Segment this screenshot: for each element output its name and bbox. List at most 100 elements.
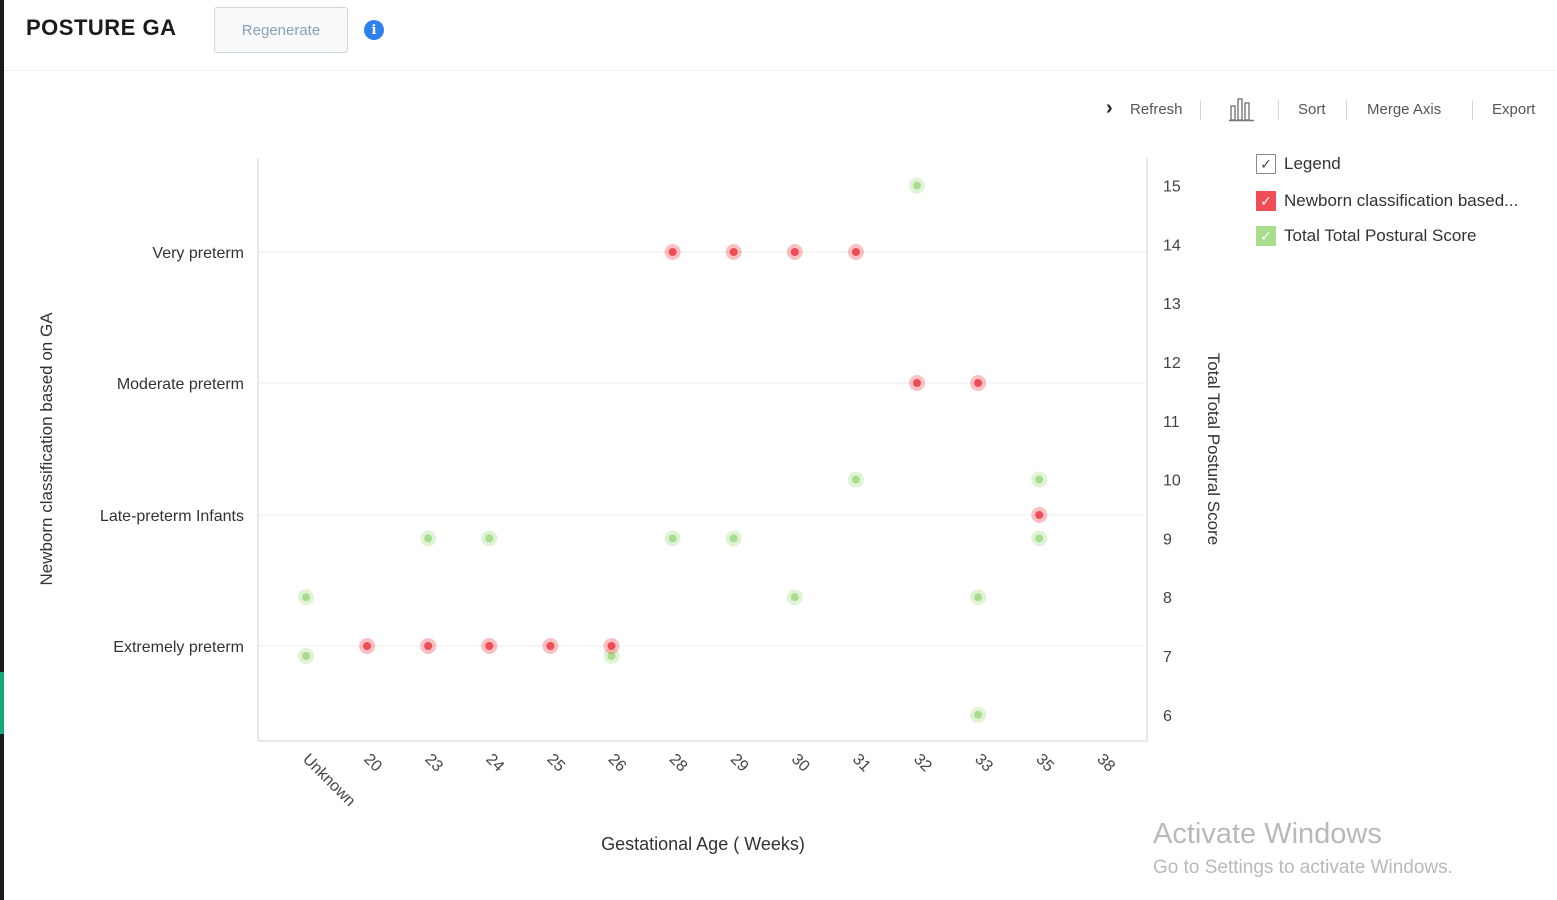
point-dot [546, 642, 555, 650]
x-tick-label: 30 [788, 751, 813, 776]
point-dot [1035, 511, 1044, 519]
postural-score-point [909, 177, 925, 194]
point-dot [974, 710, 983, 719]
refresh-button[interactable]: Refresh [1130, 101, 1183, 118]
point-dot [1035, 534, 1044, 543]
regenerate-button[interactable]: Regenerate [214, 7, 348, 53]
x-tick-label: 38 [1093, 751, 1118, 776]
x-tick-label: 31 [849, 751, 874, 776]
point-dot [607, 642, 616, 650]
toolbar-divider [1200, 100, 1201, 120]
x-tick-label: 35 [1032, 751, 1057, 776]
classification-point [1031, 507, 1048, 523]
bar-chart-icon [1229, 98, 1254, 122]
classification-point [481, 638, 498, 654]
point-dot [974, 379, 983, 387]
right-tick-label: 13 [1163, 296, 1181, 313]
x-tick-label: 20 [360, 751, 385, 776]
point-dot [851, 475, 860, 484]
x-tick-label: 24 [482, 751, 507, 776]
point-dot [729, 248, 738, 256]
right-tick-label: 10 [1163, 473, 1181, 490]
point-dot [607, 652, 616, 660]
postural-score-point [298, 589, 314, 606]
point-dot [851, 248, 860, 256]
left-tick-label: Moderate preterm [117, 376, 244, 393]
right-tick-label: 7 [1163, 649, 1172, 666]
checkbox-icon[interactable]: ✓ [1256, 191, 1276, 211]
legend-item-postural-score[interactable]: ✓ Total Total Postural Score [1256, 224, 1476, 248]
right-tick-label: 8 [1163, 590, 1172, 607]
right-axis-title: Total Total Postural Score [1204, 353, 1223, 545]
x-tick-label: 28 [666, 751, 691, 776]
windows-activation-watermark: Activate Windows Go to Settings to activ… [1153, 818, 1453, 879]
point-dot [424, 534, 433, 543]
watermark-subtitle: Go to Settings to activate Windows. [1153, 857, 1453, 878]
point-dot [424, 642, 433, 650]
point-dot [913, 379, 921, 387]
export-button[interactable]: Export [1492, 101, 1536, 118]
legend-item-label: Total Total Postural Score [1284, 226, 1477, 245]
classification-point [786, 244, 803, 260]
toolbar-divider [1346, 100, 1347, 120]
right-tick-label: 6 [1163, 708, 1172, 725]
classification-point [542, 638, 559, 654]
sort-button[interactable]: Sort [1298, 101, 1326, 118]
x-axis-title: Gestational Age ( Weeks) [601, 834, 805, 854]
classification-point [664, 244, 681, 260]
scatter-chart: Extremely preterm Late-preterm Infants Mod… [37, 158, 1223, 854]
x-tick-label: Unknown [299, 751, 358, 810]
right-tick-label: 14 [1163, 237, 1181, 254]
point-dot [1035, 475, 1044, 484]
checkbox-icon[interactable]: ✓ [1256, 226, 1276, 246]
postural-score-point [420, 530, 437, 547]
merge-axis-button[interactable]: Merge Axis [1367, 101, 1442, 118]
classification-point [603, 638, 620, 654]
classification-point [970, 375, 987, 391]
checkbox-icon[interactable]: ✓ [1256, 154, 1276, 174]
point-dot [363, 642, 372, 650]
point-dot [485, 642, 494, 650]
point-dot [790, 248, 799, 256]
left-tick-label: Very preterm [152, 245, 244, 262]
legend-toggle[interactable]: ✓ Legend [1256, 152, 1341, 176]
postural-score-point [970, 589, 987, 606]
right-tick-label: 11 [1163, 414, 1180, 431]
chart-type-button[interactable] [1228, 96, 1256, 130]
postural-score-point [1031, 471, 1048, 488]
left-tick-label: Extremely preterm [113, 639, 244, 656]
postural-score-point [786, 589, 803, 606]
report-header: POSTURE GA Regenerate i [4, 0, 1557, 71]
info-icon[interactable]: i [364, 20, 384, 40]
x-tick-label: 33 [971, 751, 996, 776]
watermark-title: Activate Windows [1153, 818, 1382, 850]
postural-score-point [603, 648, 620, 664]
classification-point [420, 638, 437, 654]
point-dot [790, 593, 799, 602]
toolbar-divider [1472, 100, 1473, 120]
postural-score-point [725, 530, 742, 547]
toolbar-divider [1278, 100, 1279, 120]
point-dot [729, 534, 738, 543]
postural-score-point [1031, 530, 1048, 547]
x-tick-label: 26 [605, 751, 630, 776]
x-tick-label: 25 [544, 751, 569, 776]
chevron-right-icon[interactable]: › [1106, 97, 1113, 119]
right-tick-label: 9 [1163, 531, 1172, 548]
point-dot [913, 181, 921, 190]
x-tick-label: 32 [910, 751, 935, 776]
point-dot [668, 534, 677, 543]
postural-score-point [970, 706, 987, 723]
x-tick-label: 29 [727, 751, 752, 776]
point-dot [485, 534, 494, 543]
legend-item-classification[interactable]: ✓ Newborn classification based... [1256, 189, 1518, 213]
postural-score-point [298, 648, 314, 664]
point-dot [668, 248, 677, 256]
point-dot [302, 593, 310, 602]
classification-point [725, 244, 742, 260]
right-tick-label: 15 [1163, 179, 1181, 196]
point-dot [302, 652, 310, 660]
window-edge-accent [0, 672, 4, 734]
left-axis-title: Newborn classification based on GA [37, 312, 56, 586]
point-dot [974, 593, 983, 602]
